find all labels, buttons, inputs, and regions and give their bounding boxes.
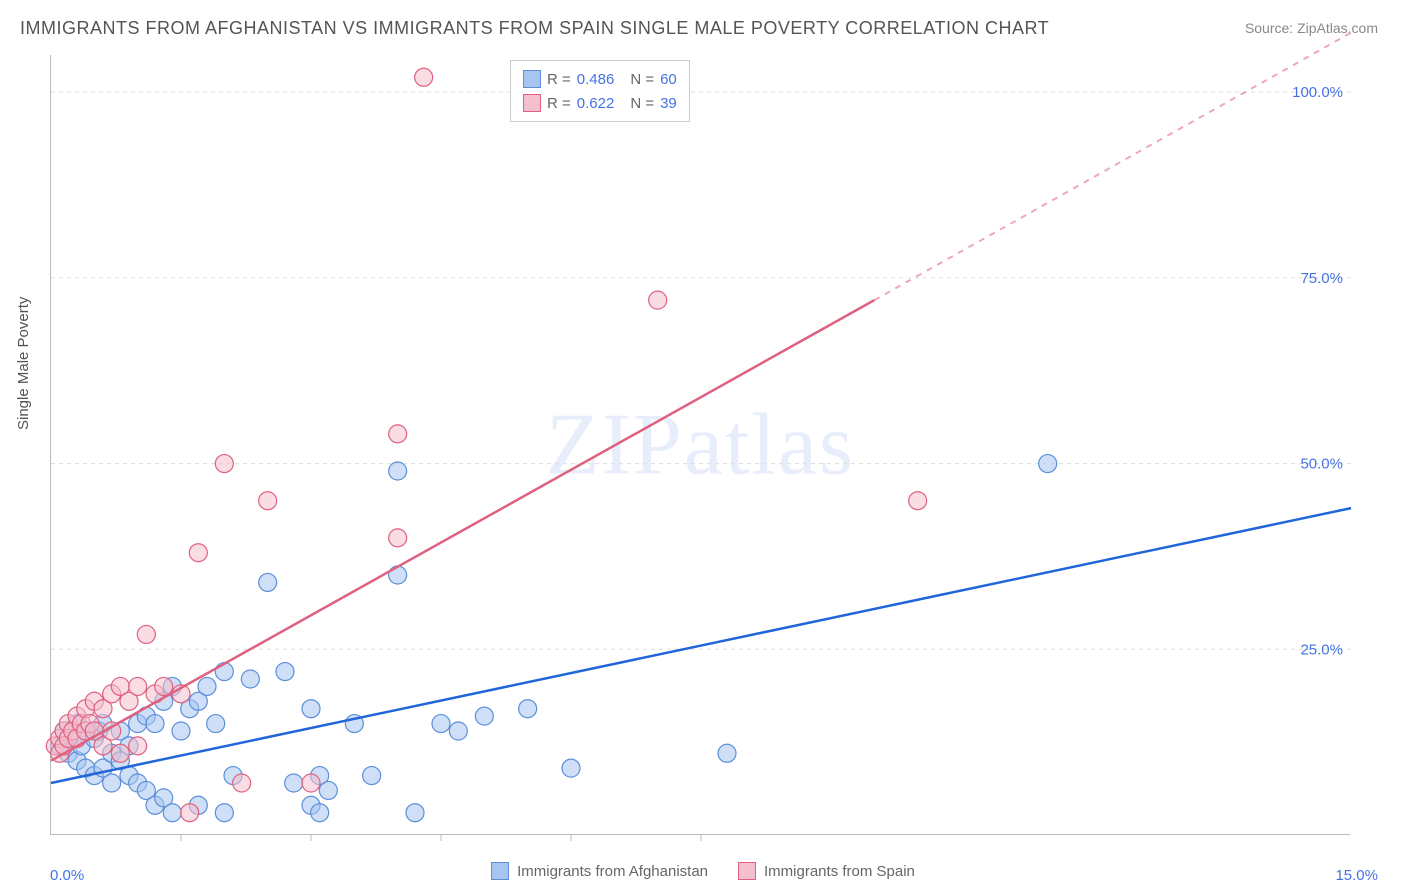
legend-n-value-1: 60 (660, 71, 677, 88)
source-attribution: Source: ZipAtlas.com (1245, 20, 1378, 36)
series-swatch-spain (738, 862, 756, 880)
series-legend-afghanistan: Immigrants from Afghanistan (491, 862, 708, 880)
svg-text:50.0%: 50.0% (1300, 456, 1343, 473)
svg-text:75.0%: 75.0% (1300, 270, 1343, 287)
legend-row-afghanistan: R = 0.486 N = 60 (523, 67, 677, 91)
chart-svg: 25.0% 50.0% 75.0% 100.0% (51, 55, 1350, 834)
series-swatch-afghanistan (491, 862, 509, 880)
legend-r-value-2: 0.622 (577, 95, 615, 112)
legend-row-spain: R = 0.622 N = 39 (523, 91, 677, 115)
legend-n-value-2: 39 (660, 95, 677, 112)
legend-r-value-1: 0.486 (577, 71, 615, 88)
series-legend-spain: Immigrants from Spain (738, 862, 915, 880)
svg-text:100.0%: 100.0% (1292, 84, 1343, 101)
legend-r-label: R = (547, 95, 571, 112)
legend-swatch-afghanistan (523, 70, 541, 88)
chart-title: IMMIGRANTS FROM AFGHANISTAN VS IMMIGRANT… (20, 18, 1049, 39)
legend-n-label: N = (630, 95, 654, 112)
series-legend: Immigrants from Afghanistan Immigrants f… (0, 862, 1406, 880)
series-label-spain: Immigrants from Spain (764, 863, 915, 880)
series-label-afghanistan: Immigrants from Afghanistan (517, 863, 708, 880)
legend-r-label: R = (547, 71, 571, 88)
legend-swatch-spain (523, 94, 541, 112)
plot-area: ZIPatlas 25.0%50.0%75.0%100.0% (50, 55, 1350, 835)
svg-text:25.0%: 25.0% (1300, 641, 1343, 658)
correlation-legend: R = 0.486 N = 60 R = 0.622 N = 39 (510, 60, 690, 122)
legend-n-label: N = (630, 71, 654, 88)
y-axis-label: Single Male Poverty (15, 297, 32, 430)
